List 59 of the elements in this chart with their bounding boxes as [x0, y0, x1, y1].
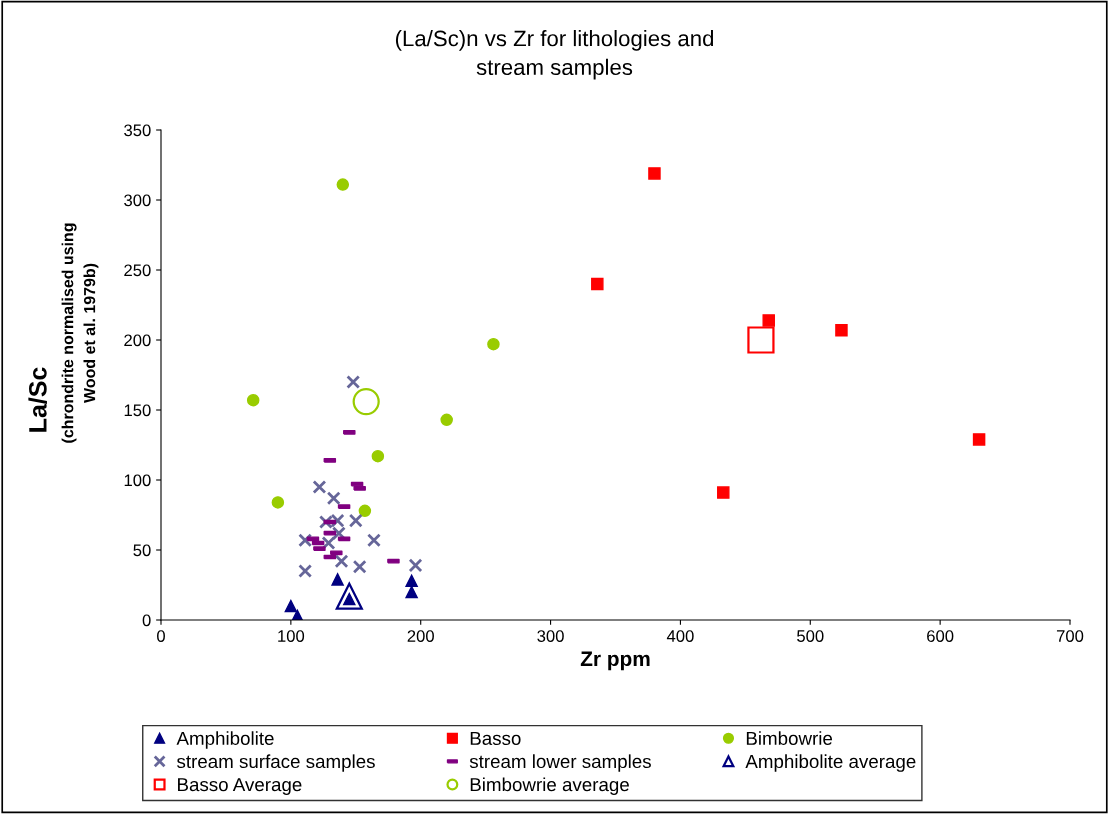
point: [440, 413, 453, 427]
point: [321, 536, 336, 550]
point: [331, 526, 346, 541]
point: [408, 558, 423, 573]
y-tick-label: 300: [124, 194, 151, 207]
y-tick-label: 50: [133, 544, 151, 557]
point: [312, 480, 327, 494]
legend-label: Bimbowrie average: [470, 777, 629, 795]
legend-label: Bimbowrie: [746, 731, 833, 746]
point: [405, 574, 418, 588]
point: [334, 554, 349, 569]
point: [346, 375, 361, 389]
point: [717, 486, 730, 499]
point: [331, 573, 344, 586]
x-tick-label: 700: [1056, 630, 1084, 642]
point: [352, 559, 367, 574]
x-tick-label: 400: [666, 630, 694, 642]
legend-label: Basso: [470, 731, 521, 746]
x-tick-label: 500: [797, 630, 824, 642]
y-axis-title: La/Sc (chrondrite normalised using Wood et al. 1979b): [28, 223, 99, 443]
x-axis-title: Zr ppm: [580, 651, 650, 671]
point: [326, 491, 341, 506]
y-tick-label: 200: [124, 334, 151, 347]
point: [298, 564, 313, 578]
y-tick-label: 0: [142, 614, 151, 627]
legend-label: Amphibolite average: [745, 754, 916, 772]
point: [246, 393, 260, 407]
point: [405, 585, 418, 599]
point: [352, 387, 380, 416]
point: [336, 178, 350, 191]
point: [298, 533, 313, 548]
x-tick-label: 200: [407, 630, 434, 642]
y-tick-label: 350: [124, 124, 151, 137]
point: [835, 323, 848, 337]
point: [487, 337, 500, 351]
legend-label: Amphibolite: [176, 731, 274, 749]
y-tick-label: 100: [124, 474, 151, 487]
point: [371, 449, 385, 463]
y-tick-label: 250: [124, 264, 151, 277]
x-tick-label: 300: [537, 630, 564, 642]
point: [648, 167, 661, 180]
point: [367, 533, 381, 548]
point: [284, 599, 298, 613]
point: [972, 433, 986, 446]
point: [747, 326, 775, 354]
point: [762, 314, 775, 327]
x-tick-label: 0: [157, 630, 165, 642]
legend-label: stream lower samples: [469, 754, 651, 772]
point: [271, 496, 285, 509]
legend-label: Basso Average: [178, 778, 302, 795]
point: [348, 513, 363, 528]
chart-title: (La/Sc)n vs Zr for lithologies and stream samples: [395, 30, 714, 80]
x-tick-label: 100: [278, 630, 305, 642]
x-tick-label: 600: [927, 630, 954, 642]
point: [591, 277, 604, 291]
legend-label: stream surface samples: [177, 754, 375, 772]
point: [358, 504, 372, 518]
point: [335, 582, 363, 610]
y-tick-label: 150: [124, 404, 151, 417]
